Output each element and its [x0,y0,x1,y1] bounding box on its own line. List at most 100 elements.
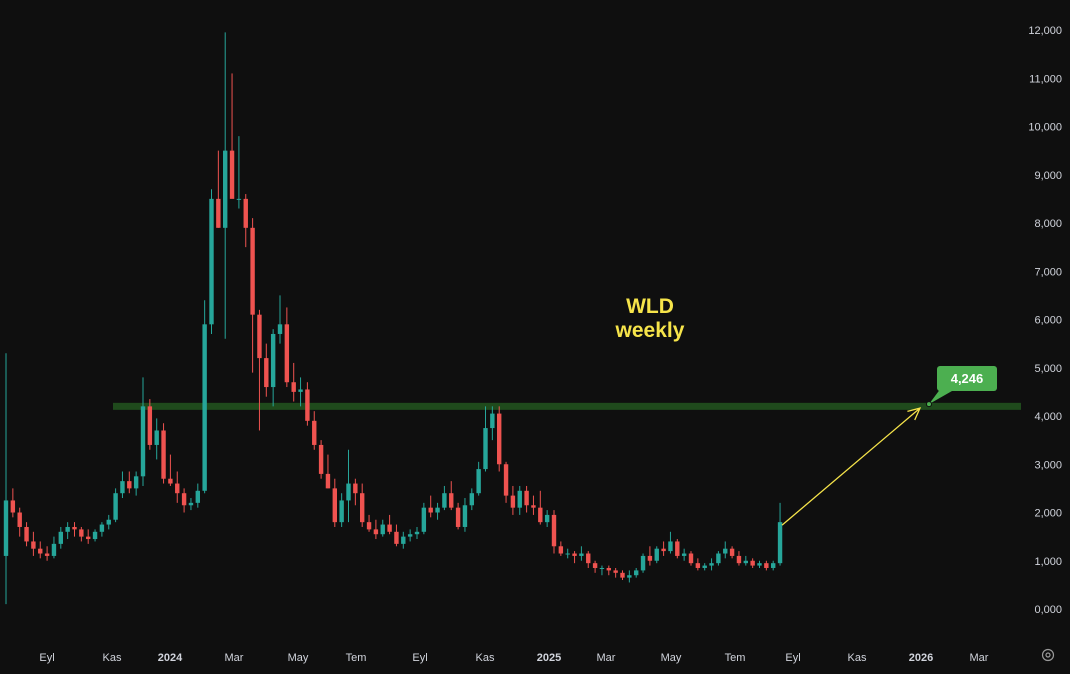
candle [79,526,84,542]
candle [147,399,153,450]
candle [421,502,427,535]
candle-body [86,536,91,540]
candle-body [476,469,481,494]
candle-body [387,524,392,532]
candle-body [264,358,269,388]
candle [483,406,488,472]
candle-body [284,324,290,383]
candle-body [325,473,331,489]
candle [380,519,385,537]
candle [127,471,132,494]
candle-body [3,500,9,556]
projection-arrow[interactable] [781,407,921,526]
candle [572,551,577,564]
candle-body [435,507,440,513]
candle-body [229,150,235,199]
target-callout[interactable] [937,366,997,391]
resistance-layer [113,402,1021,410]
chart-subtitle: weekly [615,319,685,342]
candle [353,478,358,506]
x-tick-label: Eyl [412,652,427,664]
candle [106,514,111,530]
y-tick-label: 1,000 [1034,556,1062,568]
candle-body [449,493,454,508]
candle-body [298,389,303,392]
candle [469,488,474,511]
candle-body [729,548,735,556]
y-tick-label: 12,000 [1028,25,1062,37]
candle [777,502,783,566]
candle [264,343,269,397]
resistance-line[interactable] [113,402,1021,410]
candle [332,478,337,527]
candle [236,136,242,209]
candle [565,548,570,559]
candle-body [640,555,646,571]
candle-body [58,531,63,544]
candle-body [51,543,57,556]
candle [627,570,632,583]
candle [387,514,392,535]
candle-body [736,555,742,564]
candle [647,546,653,566]
candle-body [318,444,324,474]
y-tick-label: 8,000 [1034,218,1062,230]
y-tick-label: 3,000 [1034,459,1062,471]
candle [462,498,468,532]
candle-body [490,413,495,429]
x-tick-label: May [288,652,309,664]
candle [490,406,495,441]
candle [750,558,755,568]
candle [181,488,187,513]
candle-body [428,507,433,513]
candle-body [469,493,474,506]
candle [325,454,331,489]
y-tick-label: 4,000 [1034,411,1062,423]
candle-body [346,483,351,501]
candle-body [360,493,365,523]
candle-body [572,553,577,556]
candle-body [195,490,200,503]
candle [65,522,70,540]
candle [51,536,57,559]
candle [195,483,200,508]
candle [120,471,125,499]
candle-body [510,495,516,508]
candle-body [764,563,769,568]
candle-body [72,526,77,530]
candle-body [373,529,379,535]
candle [476,461,481,496]
gear-icon[interactable] [1040,647,1056,663]
candle-body [702,565,707,568]
candle-body [579,553,584,556]
candle-body [558,546,564,554]
candle-body [654,548,659,561]
candle-body [223,150,228,228]
candle [113,488,118,523]
candle [339,493,344,527]
candle [442,485,447,511]
candle-body [750,560,755,566]
candle [133,471,139,496]
candle-body [188,502,194,506]
target-point [926,401,932,408]
candle-body [277,324,283,334]
y-tick-label: 7,000 [1034,266,1062,278]
candle-body [175,483,180,494]
candle [366,514,372,532]
arrow-layer [781,407,922,526]
candle-body [113,493,118,520]
candle-body [661,548,666,552]
candle [209,189,214,334]
candle-body [592,563,598,568]
candle-body [503,464,509,496]
candle [654,546,659,564]
candle-body [421,507,427,532]
x-tick-label: Eyl [39,652,54,664]
candle-body [647,555,653,561]
candle-body [538,507,543,523]
candle-body [133,476,139,489]
candle [38,541,43,559]
